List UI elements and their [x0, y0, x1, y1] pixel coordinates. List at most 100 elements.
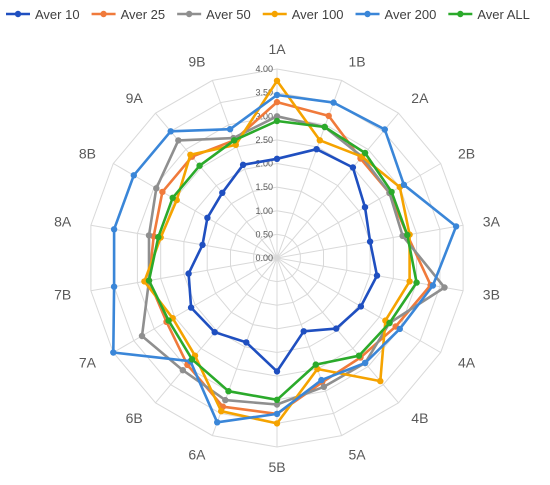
series-aver-10	[185, 146, 381, 375]
radial-tick-label: 2.50	[255, 135, 273, 145]
radial-tick-label: 0.00	[255, 253, 273, 263]
legend-swatch-marker	[271, 10, 278, 18]
legend-label: Aver 100	[292, 7, 344, 22]
radar-grid	[90, 68, 464, 448]
data-point	[273, 396, 281, 403]
grid-spoke	[276, 80, 343, 259]
data-point	[441, 284, 448, 291]
data-point	[179, 367, 186, 374]
radial-tick-label: 3.50	[255, 88, 273, 98]
data-point	[187, 151, 194, 158]
data-point	[243, 339, 250, 346]
category-label: 4A	[458, 355, 476, 371]
legend-item: Aver 200	[355, 7, 436, 22]
legend-item: Aver 25	[91, 7, 166, 22]
data-point	[196, 162, 203, 169]
radial-tick-label: 4.00	[255, 64, 273, 74]
legend-label: Aver 25	[121, 7, 166, 22]
data-point	[312, 361, 319, 368]
category-label: 2A	[411, 90, 429, 106]
radial-tick-label: 2.00	[255, 159, 273, 169]
legend-item: Aver 10	[6, 7, 80, 22]
data-point	[388, 188, 395, 196]
legend-label: Aver 10	[35, 7, 80, 22]
category-labels: 1A 1B 2A 2B 3A 3B 4A 4B 5A 5B 6A 6B 7A 7B 8A 8B 9A 9B	[54, 41, 501, 475]
data-point	[155, 233, 162, 241]
series-line	[112, 93, 458, 424]
legend: Aver 10 Aver 25 Aver 50 Aver 100 Aver 200 Ave…	[6, 7, 530, 22]
legend-label: Aver ALL	[477, 7, 530, 22]
category-label: 5A	[349, 446, 367, 462]
data-point	[366, 238, 374, 245]
data-point	[273, 368, 281, 375]
data-point	[273, 117, 281, 125]
radial-tick-label: 3.00	[255, 111, 273, 121]
data-point	[357, 303, 365, 310]
legend-swatch-marker	[185, 10, 193, 18]
data-point	[239, 161, 247, 168]
radial-tick-label: 0.50	[255, 229, 273, 239]
data-point	[165, 317, 172, 324]
data-point	[318, 376, 325, 384]
data-point	[169, 194, 176, 201]
data-point	[273, 420, 281, 427]
category-label: 1A	[268, 41, 286, 57]
data-point	[361, 359, 369, 367]
data-point	[188, 356, 196, 363]
data-point	[273, 410, 281, 418]
category-label: 6A	[188, 446, 206, 462]
category-label: 3B	[483, 286, 500, 302]
category-label: 9B	[188, 54, 205, 70]
data-point	[349, 164, 357, 171]
data-point	[219, 189, 226, 196]
data-point	[313, 146, 320, 153]
data-point	[321, 123, 328, 131]
data-point	[381, 126, 388, 133]
series-line	[147, 100, 432, 416]
data-point	[400, 181, 408, 188]
grid-spoke	[276, 163, 441, 259]
series-aver-all	[145, 117, 420, 403]
data-point	[316, 137, 323, 144]
category-label: 4B	[411, 410, 428, 426]
data-point	[145, 232, 153, 239]
data-point	[159, 188, 166, 196]
data-point	[330, 99, 337, 106]
data-point	[185, 270, 192, 277]
legend-swatch-marker	[14, 10, 22, 18]
legend-swatch-marker	[457, 10, 464, 18]
radial-tick-labels: 0.00 0.50 1.00 1.50 2.00 2.50 3.00 3.50 4.00	[255, 64, 273, 263]
grid-spoke	[90, 224, 278, 259]
data-point	[110, 283, 118, 290]
data-point	[361, 149, 369, 157]
data-point	[110, 349, 117, 356]
category-label: 8B	[79, 146, 96, 162]
data-point	[138, 332, 146, 340]
data-point	[211, 329, 218, 336]
data-point	[145, 277, 153, 284]
data-point	[361, 204, 369, 211]
series-aver-200	[110, 91, 460, 426]
legend-item: Aver ALL	[448, 7, 530, 22]
legend-item: Aver 100	[262, 7, 344, 22]
data-point	[404, 231, 411, 239]
category-label: 6B	[126, 410, 143, 426]
data-point	[413, 279, 420, 286]
grid-spoke	[90, 257, 278, 292]
data-point	[187, 304, 195, 311]
data-point	[273, 155, 281, 162]
radial-tick-label: 1.50	[255, 182, 273, 192]
category-label: 2B	[458, 146, 475, 162]
legend-label: Aver 50	[206, 7, 251, 22]
grid-spoke	[113, 163, 278, 259]
series-line	[187, 147, 379, 373]
data-point	[199, 241, 206, 249]
data-point	[373, 272, 381, 279]
data-point	[214, 419, 221, 426]
category-label: 3A	[483, 214, 501, 230]
data-point	[226, 126, 234, 133]
data-point	[333, 325, 340, 332]
data-point	[273, 77, 281, 85]
legend-swatch-marker	[100, 10, 107, 18]
